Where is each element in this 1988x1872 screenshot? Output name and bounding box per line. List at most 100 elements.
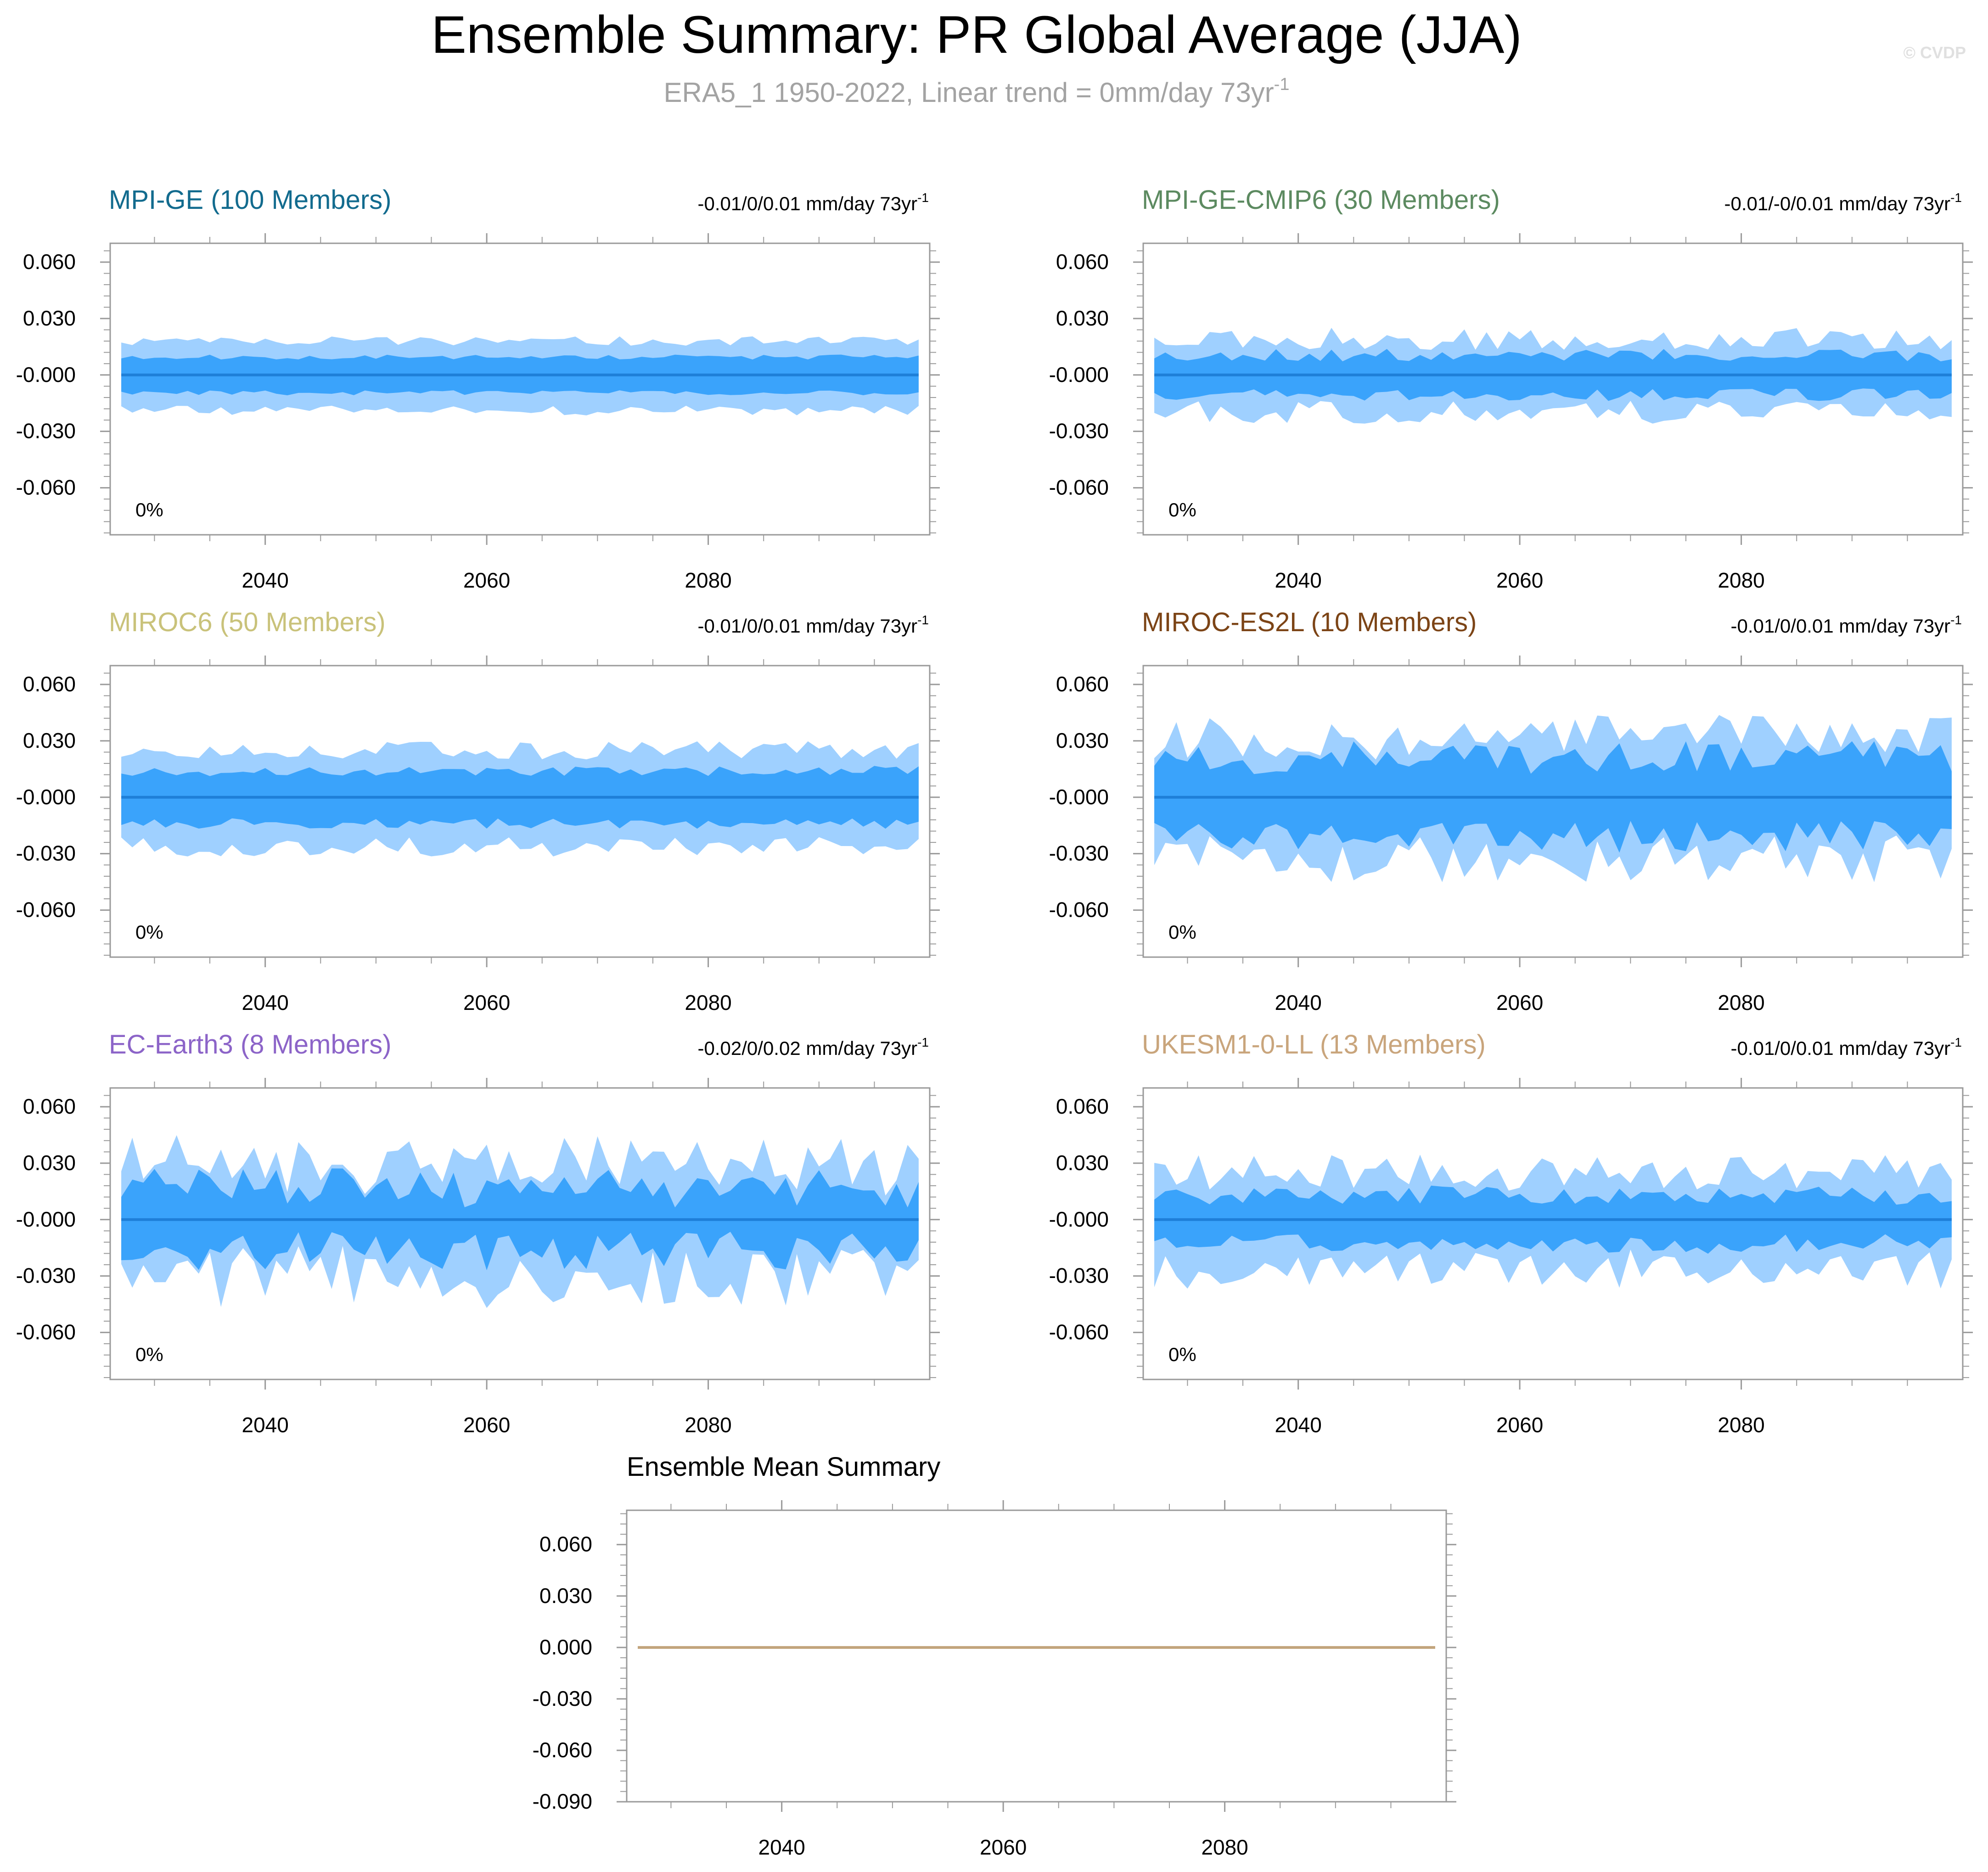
x-tick-label: 2080 bbox=[1718, 568, 1764, 592]
y-tick-label: -0.030 bbox=[1049, 1264, 1109, 1288]
figure-title: Ensemble Summary: PR Global Average (JJA… bbox=[431, 6, 1522, 64]
x-tick-label: 2060 bbox=[1496, 991, 1543, 1014]
panels: MPI-GE (100 Members) -0.01/0/0.01 mm/day … bbox=[16, 185, 1973, 1859]
percent-annotation: 0% bbox=[1168, 1344, 1196, 1365]
plot-frame bbox=[1142, 242, 1964, 536]
y-tick-label: 0.060 bbox=[1056, 250, 1109, 274]
y-tick-label: -0.090 bbox=[533, 1789, 592, 1813]
trend-superscript: -1 bbox=[1950, 613, 1962, 627]
x-tick-label: 2080 bbox=[1201, 1835, 1248, 1859]
y-tick-label: 0.060 bbox=[23, 250, 76, 274]
trend-label: -0.01/0/0.01 mm/day 73yr-1 bbox=[1731, 1035, 1962, 1059]
trend-superscript: -1 bbox=[917, 191, 929, 205]
y-tick-label: -0.060 bbox=[1049, 1320, 1109, 1344]
chart-panel: UKESM1-0-LL (13 Members) -0.01/0/0.01 mm/… bbox=[1049, 1030, 1973, 1437]
y-tick-label: 0.000 bbox=[539, 1635, 592, 1659]
figure-subtitle: ERA5_1 1950-2022, Linear trend = 0mm/day… bbox=[664, 75, 1290, 108]
trend-text: -0.01/-0/0.01 mm/day 73yr bbox=[1724, 193, 1951, 214]
panel-title: MIROC6 (50 Members) bbox=[109, 607, 386, 637]
trend-superscript: -1 bbox=[1950, 1035, 1962, 1049]
chart-panel: Ensemble Mean Summary 0.060 0.030 0.000 -0.0… bbox=[533, 1452, 1456, 1859]
x-tick-label: 2040 bbox=[241, 991, 288, 1014]
percent-annotation: 0% bbox=[135, 499, 163, 521]
y-tick-label: 0.060 bbox=[539, 1532, 592, 1556]
subtitle-superscript: -1 bbox=[1274, 75, 1290, 94]
y-tick-label: -0.030 bbox=[16, 841, 76, 865]
y-tick-label: -0.030 bbox=[1049, 419, 1109, 443]
y-tick-label: 0.030 bbox=[1056, 1151, 1109, 1175]
y-tick-label: -0.000 bbox=[1049, 1207, 1109, 1231]
y-tick-label: -0.030 bbox=[1049, 841, 1109, 865]
y-tick-label: -0.000 bbox=[16, 1207, 76, 1231]
x-tick-label: 2060 bbox=[1496, 568, 1543, 592]
trend-text: -0.01/0/0.01 mm/day 73yr bbox=[698, 193, 918, 214]
percent-annotation: 0% bbox=[1168, 921, 1196, 943]
y-tick-label: -0.030 bbox=[533, 1687, 592, 1710]
panel-title: UKESM1-0-LL (13 Members) bbox=[1142, 1030, 1486, 1059]
y-tick-label: -0.060 bbox=[16, 898, 76, 922]
panel-title: Ensemble Mean Summary bbox=[627, 1452, 940, 1482]
x-tick-label: 2040 bbox=[1275, 991, 1321, 1014]
y-tick-label: 0.030 bbox=[23, 729, 76, 752]
x-tick-label: 2060 bbox=[1496, 1413, 1543, 1437]
x-tick-label: 2060 bbox=[980, 1835, 1027, 1859]
trend-label: -0.02/0/0.02 mm/day 73yr-1 bbox=[698, 1035, 929, 1059]
trend-text: -0.01/0/0.01 mm/day 73yr bbox=[1731, 615, 1951, 637]
percent-annotation: 0% bbox=[1168, 499, 1196, 521]
x-tick-label: 2060 bbox=[463, 991, 510, 1014]
chart-panel: MPI-GE-CMIP6 (30 Members) -0.01/-0/0.01 m… bbox=[1049, 185, 1973, 592]
chart-panel: MPI-GE (100 Members) -0.01/0/0.01 mm/day … bbox=[16, 185, 940, 592]
x-tick-label: 2080 bbox=[685, 1413, 731, 1437]
y-tick-label: 0.030 bbox=[1056, 306, 1109, 330]
y-tick-label: 0.060 bbox=[23, 672, 76, 696]
trend-superscript: -1 bbox=[917, 1035, 929, 1049]
y-tick-label: -0.000 bbox=[16, 785, 76, 809]
plot-frame bbox=[109, 242, 931, 536]
y-tick-label: -0.030 bbox=[16, 419, 76, 443]
panel-title: MPI-GE-CMIP6 (30 Members) bbox=[1142, 185, 1500, 215]
x-tick-label: 2040 bbox=[241, 1413, 288, 1437]
plot-frame bbox=[1142, 1087, 1964, 1380]
percent-annotation: 0% bbox=[135, 921, 163, 943]
y-tick-label: 0.060 bbox=[1056, 672, 1109, 696]
plot-frame bbox=[109, 665, 931, 958]
subtitle-text: ERA5_1 1950-2022, Linear trend = 0mm/day… bbox=[664, 77, 1274, 108]
chart-panel: MIROC-ES2L (10 Members) -0.01/0/0.01 mm/d… bbox=[1049, 607, 1973, 1014]
x-tick-label: 2040 bbox=[758, 1835, 805, 1859]
y-tick-label: 0.030 bbox=[23, 1151, 76, 1175]
y-tick-label: 0.030 bbox=[23, 306, 76, 330]
chart-panel: MIROC6 (50 Members) -0.01/0/0.01 mm/day 7… bbox=[16, 607, 940, 1014]
x-tick-label: 2040 bbox=[241, 568, 288, 592]
trend-label: -0.01/0/0.01 mm/day 73yr-1 bbox=[698, 613, 929, 637]
trend-text: -0.01/0/0.01 mm/day 73yr bbox=[1731, 1037, 1951, 1059]
copyright-watermark: © CVDP bbox=[1903, 43, 1966, 62]
y-tick-label: -0.000 bbox=[1049, 785, 1109, 809]
y-tick-label: 0.060 bbox=[1056, 1094, 1109, 1118]
plot-frame bbox=[626, 1509, 1447, 1803]
trend-text: -0.01/0/0.01 mm/day 73yr bbox=[698, 615, 918, 637]
trend-superscript: -1 bbox=[917, 613, 929, 627]
panel-title: MIROC-ES2L (10 Members) bbox=[1142, 607, 1477, 637]
x-tick-label: 2080 bbox=[685, 991, 731, 1014]
panel-title: EC-Earth3 (8 Members) bbox=[109, 1030, 392, 1059]
x-tick-label: 2040 bbox=[1275, 568, 1321, 592]
plot-frame bbox=[1142, 665, 1964, 958]
x-tick-label: 2060 bbox=[463, 1413, 510, 1437]
plot-frame bbox=[109, 1087, 931, 1380]
x-tick-label: 2080 bbox=[685, 568, 731, 592]
x-tick-label: 2040 bbox=[1275, 1413, 1321, 1437]
y-tick-label: -0.060 bbox=[1049, 476, 1109, 499]
y-tick-label: 0.030 bbox=[1056, 729, 1109, 752]
percent-annotation: 0% bbox=[135, 1344, 163, 1365]
trend-label: -0.01/0/0.01 mm/day 73yr-1 bbox=[1731, 613, 1962, 637]
x-tick-label: 2080 bbox=[1718, 991, 1764, 1014]
trend-label: -0.01/0/0.01 mm/day 73yr-1 bbox=[698, 191, 929, 214]
x-tick-label: 2080 bbox=[1718, 1413, 1764, 1437]
y-tick-label: 0.060 bbox=[23, 1094, 76, 1118]
y-tick-label: -0.060 bbox=[533, 1738, 592, 1762]
y-tick-label: -0.000 bbox=[1049, 363, 1109, 387]
y-tick-label: -0.060 bbox=[1049, 898, 1109, 922]
y-tick-label: -0.000 bbox=[16, 363, 76, 387]
trend-text: -0.02/0/0.02 mm/day 73yr bbox=[698, 1037, 918, 1059]
